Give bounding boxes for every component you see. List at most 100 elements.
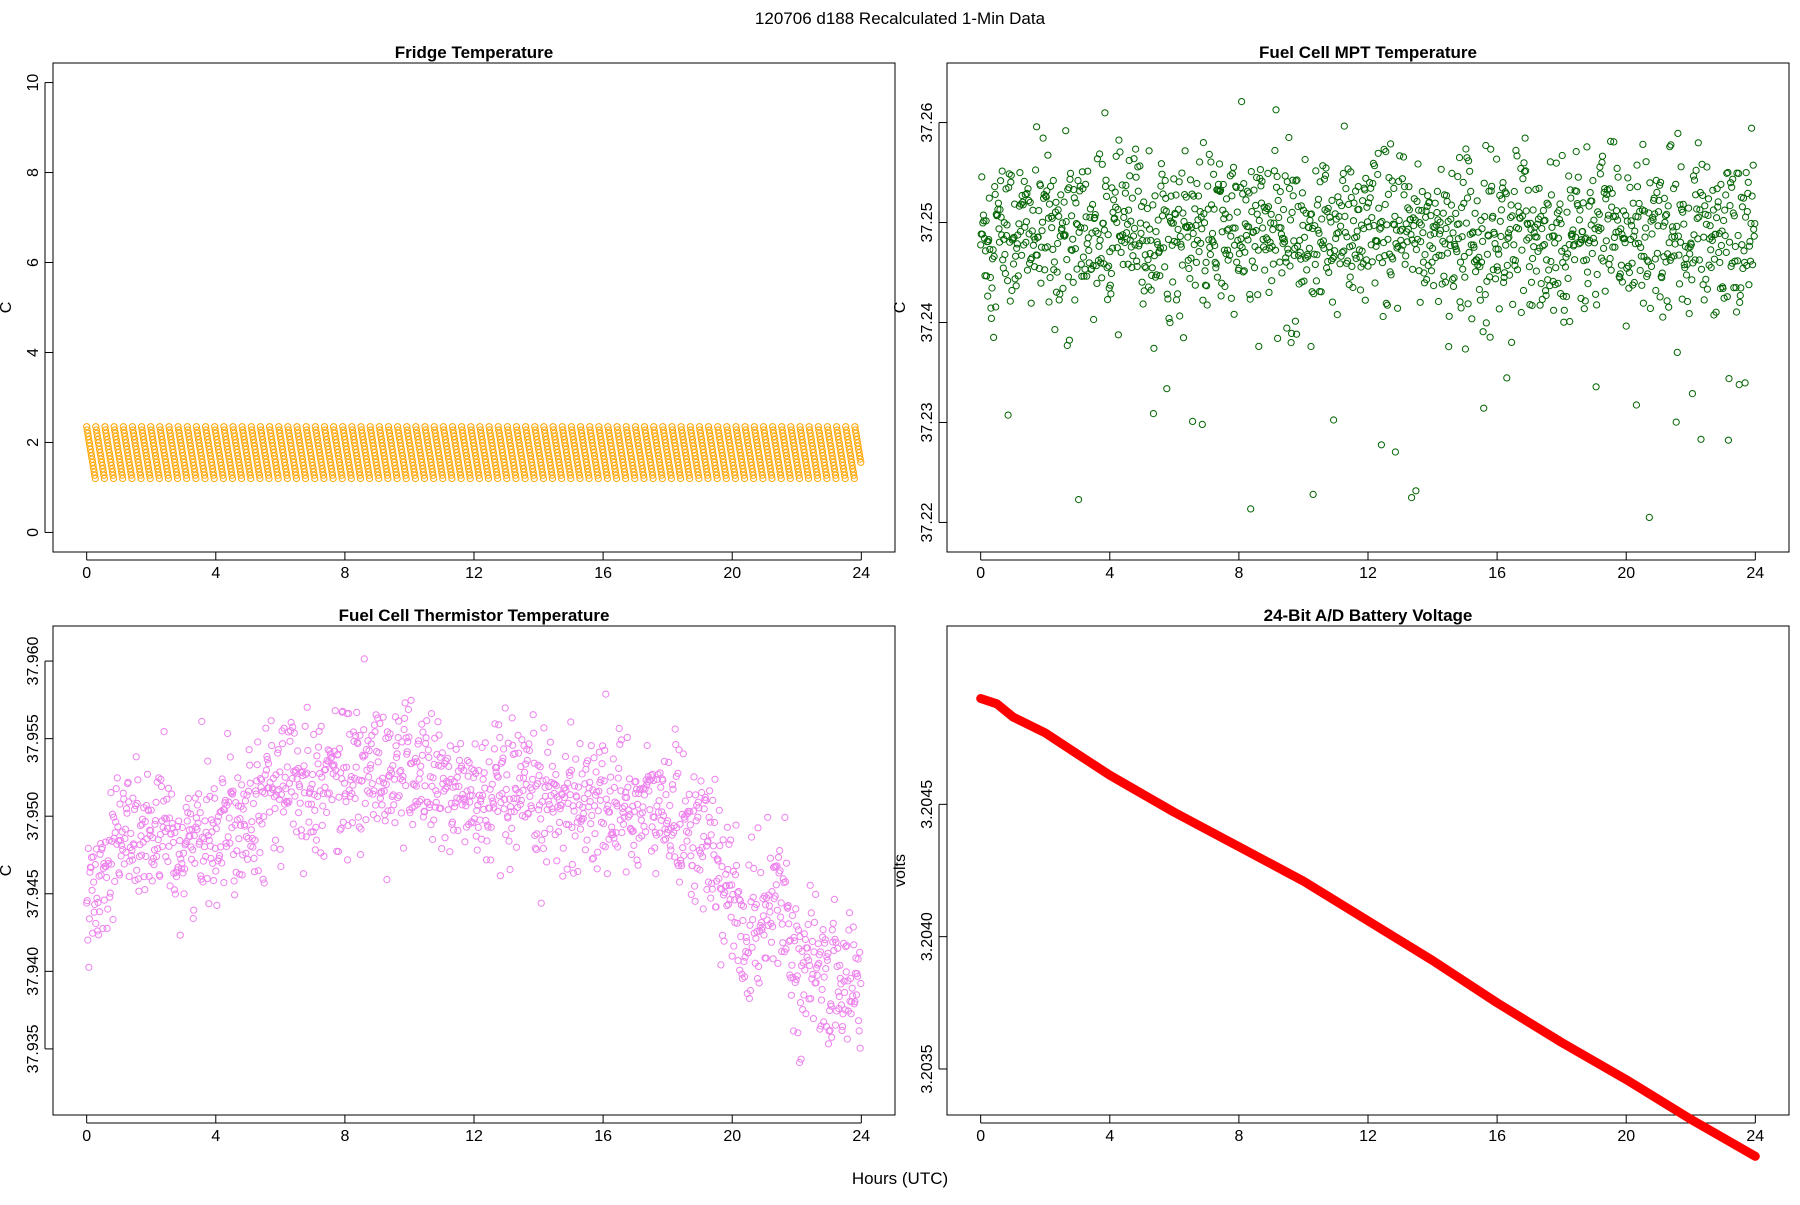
data-point	[147, 827, 155, 835]
data-point	[338, 474, 346, 483]
data-point	[1633, 161, 1641, 169]
data-point	[1356, 286, 1365, 294]
data-point	[1172, 296, 1181, 304]
data-point	[1674, 232, 1683, 240]
data-point	[1293, 176, 1301, 184]
data-point	[1096, 236, 1104, 244]
data-point	[1731, 257, 1739, 265]
data-point	[1021, 191, 1029, 199]
data-point	[1510, 241, 1518, 249]
data-point	[1184, 233, 1192, 241]
data-point	[1338, 248, 1346, 256]
data-point	[702, 842, 711, 850]
data-point	[1209, 238, 1217, 246]
data-point	[1572, 148, 1580, 156]
data-point	[288, 774, 296, 783]
data-point	[1565, 241, 1573, 249]
data-point	[1470, 243, 1478, 251]
data-point	[499, 754, 507, 762]
data-point	[1659, 313, 1667, 321]
data-point	[134, 776, 142, 784]
data-point	[184, 794, 192, 803]
data-point	[262, 724, 270, 732]
data-point	[1127, 217, 1135, 225]
data-point	[1110, 196, 1118, 204]
data-point	[507, 808, 515, 816]
data-point	[1676, 201, 1684, 209]
data-point	[1057, 191, 1065, 199]
data-point	[659, 776, 667, 785]
data-point	[439, 474, 447, 483]
data-point	[603, 474, 612, 483]
data-point	[1534, 247, 1542, 255]
data-point	[1576, 206, 1584, 214]
data-point	[1575, 216, 1584, 224]
data-point	[201, 817, 209, 825]
data-point	[1370, 162, 1379, 170]
data-point	[229, 850, 238, 859]
data-point	[1547, 191, 1556, 199]
data-point	[817, 996, 826, 1004]
data-point	[429, 774, 437, 782]
data-point	[1240, 267, 1248, 275]
data-point	[603, 870, 612, 878]
data-point	[1054, 239, 1062, 248]
data-point	[475, 474, 483, 483]
data-point	[1199, 139, 1208, 147]
y-tick-label: 37.955	[25, 714, 42, 763]
data-point	[604, 802, 612, 810]
data-point	[1697, 265, 1706, 273]
data-point	[224, 729, 232, 738]
data-point	[128, 474, 136, 483]
data-point	[1203, 301, 1211, 309]
data-point	[155, 474, 163, 483]
data-point	[374, 471, 382, 479]
data-point	[1433, 208, 1441, 217]
data-point	[1253, 210, 1261, 218]
data-point	[1685, 204, 1693, 212]
data-point	[781, 878, 790, 886]
data-point	[459, 794, 467, 803]
data-point	[391, 819, 399, 827]
data-point	[1482, 141, 1490, 150]
data-point	[548, 471, 556, 479]
data-point	[1529, 254, 1537, 263]
data-point	[1481, 213, 1489, 221]
data-point	[1378, 217, 1386, 226]
data-point	[500, 745, 508, 753]
data-point	[90, 908, 98, 916]
data-point	[1090, 315, 1098, 324]
data-point	[372, 711, 380, 719]
data-point	[701, 793, 709, 801]
data-point	[1514, 202, 1522, 210]
data-point	[430, 760, 438, 769]
data-point	[301, 722, 309, 730]
data-point	[1280, 235, 1288, 243]
data-point	[741, 474, 749, 483]
data-point	[1461, 345, 1470, 353]
data-point	[1027, 255, 1035, 264]
data-point	[182, 803, 190, 812]
data-point	[508, 714, 516, 722]
data-point	[757, 919, 765, 927]
data-point	[1677, 163, 1685, 171]
data-point	[596, 796, 605, 804]
data-point	[821, 939, 829, 947]
data-point	[1592, 383, 1600, 391]
x-tick-label: 4	[1105, 1128, 1114, 1145]
data-point	[1424, 192, 1432, 200]
data-point	[1317, 288, 1325, 296]
data-point	[1588, 197, 1596, 205]
data-point	[1314, 226, 1322, 234]
data-point	[100, 896, 109, 904]
data-point	[759, 474, 767, 483]
data-point	[1152, 228, 1160, 236]
data-point	[830, 895, 839, 904]
data-point	[234, 802, 242, 810]
data-point	[1459, 265, 1467, 273]
data-point	[489, 797, 497, 805]
data-point	[173, 471, 181, 479]
data-point	[1739, 194, 1748, 202]
data-point	[1493, 263, 1501, 271]
data-point	[468, 792, 476, 800]
